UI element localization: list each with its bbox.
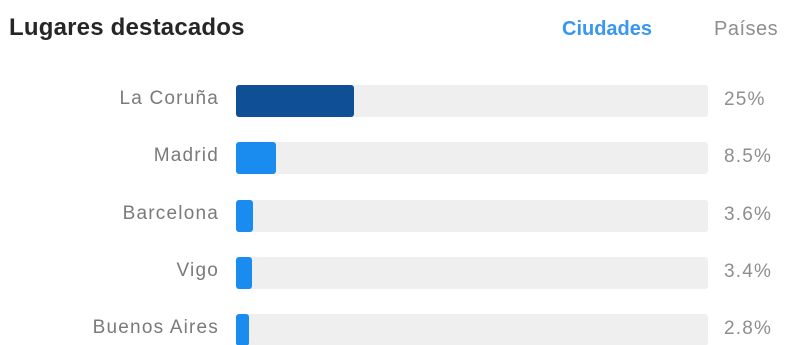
- header: Lugares destacados Ciudades Países: [0, 0, 804, 62]
- bar-label: La Coruña: [119, 88, 219, 109]
- bar-fill: [236, 142, 276, 174]
- bar-row-vigo: Vigo 3.4%: [0, 256, 804, 290]
- bar-label: Buenos Aires: [92, 317, 219, 338]
- bar-value-label: 3.4%: [724, 261, 773, 282]
- bar-row-la-coruna: La Coruña 25%: [0, 84, 804, 118]
- bar-track: [236, 200, 708, 232]
- bar-track: [236, 142, 708, 174]
- bar-label: Barcelona: [122, 203, 219, 224]
- bar-fill: [236, 314, 249, 345]
- bar-label: Madrid: [153, 145, 219, 166]
- bar-fill: [236, 85, 354, 117]
- bar-fill: [236, 257, 252, 289]
- bar-row-buenos-aires: Buenos Aires 2.8%: [0, 313, 804, 345]
- bar-value-label: 25%: [724, 89, 766, 110]
- tab-ciudades[interactable]: Ciudades: [562, 18, 653, 40]
- bar-label: Vigo: [176, 260, 219, 281]
- bar-row-madrid: Madrid 8.5%: [0, 141, 804, 175]
- bar-value-label: 2.8%: [724, 318, 773, 339]
- bar-value-label: 3.6%: [724, 204, 773, 225]
- bar-row-barcelona: Barcelona 3.6%: [0, 199, 804, 233]
- bar-track: [236, 85, 708, 117]
- bar-fill: [236, 200, 253, 232]
- bar-track: [236, 314, 708, 345]
- bar-value-label: 8.5%: [724, 146, 773, 167]
- tab-paises[interactable]: Países: [714, 18, 779, 40]
- page-title: Lugares destacados: [9, 14, 245, 41]
- bar-track: [236, 257, 708, 289]
